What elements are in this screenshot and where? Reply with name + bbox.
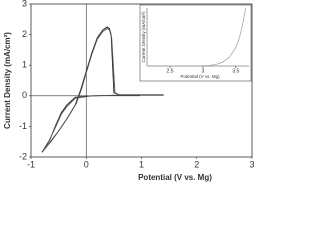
- inset-frame: [139, 4, 252, 82]
- x-tick-label: 3.5: [232, 68, 239, 74]
- x-tick-label: -1: [27, 159, 35, 169]
- page: {"chart_data":[ {"type":"line","x_label"…: [3, 0, 255, 183]
- y-axis-label: Current Density (mA/cm²): [3, 32, 12, 129]
- x-axis-label: Potential (V vs. Mg): [180, 74, 220, 79]
- y-tick-label: 3: [22, 0, 27, 8]
- x-tick-label: 1: [139, 159, 144, 169]
- y-tick-label: -1: [19, 121, 27, 131]
- x-tick-label: 3: [249, 159, 254, 169]
- y-tick-label: -2: [19, 151, 27, 161]
- data-line: [147, 7, 247, 67]
- y-tick-label: 2: [22, 29, 27, 39]
- x-tick-label: 2.5: [167, 68, 174, 74]
- x-axis-label: Potential (V vs. Mg): [138, 173, 212, 182]
- y-tick-label: 0: [22, 90, 27, 100]
- data-line: [42, 27, 164, 152]
- x-tick-label: 3: [202, 68, 205, 74]
- y-axis-label: Current Density (mA/cm²): [141, 11, 146, 63]
- x-tick-label: 0: [84, 159, 89, 169]
- y-tick-label: 1: [22, 60, 27, 70]
- x-tick-label: 2: [194, 159, 199, 169]
